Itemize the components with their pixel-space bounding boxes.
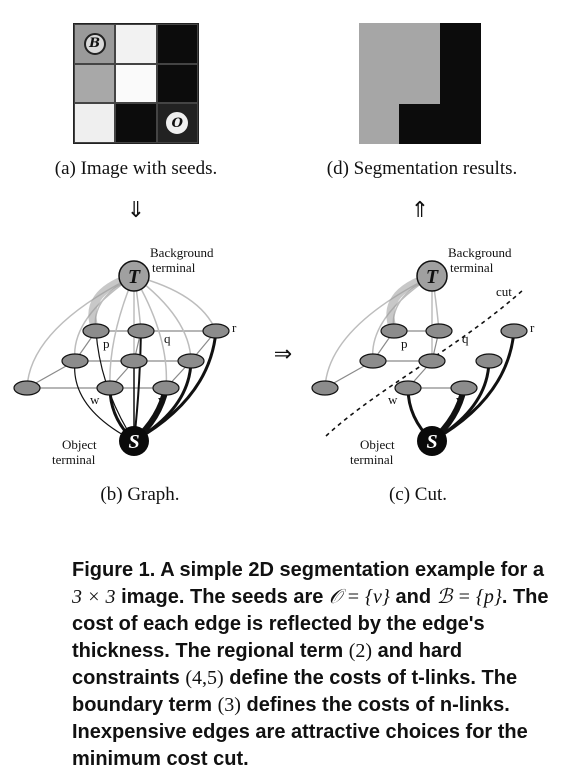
terminal-T-label: T	[128, 266, 141, 288]
equation-ref: (4,5)	[185, 667, 224, 689]
math-object-seeds: 𝒪 = {v}	[328, 586, 390, 608]
segmentation-black-corner	[399, 104, 481, 144]
down-arrow: ⇓	[126, 198, 146, 223]
terminal-S-label: S	[426, 431, 437, 453]
image-cell: O	[156, 103, 198, 143]
node-p-label: p	[103, 336, 110, 351]
image-cell	[74, 103, 116, 143]
background-terminal-label-2: terminal	[450, 260, 494, 275]
figure-caption: Figure 1. A simple 2D segmentation examp…	[72, 557, 552, 773]
background-seed-letter: B	[89, 36, 101, 52]
figure-caption-text: define the costs of t-links. The boundar…	[72, 667, 518, 716]
object-seed-letter: O	[171, 115, 183, 131]
figure-caption-label: Figure 1.	[72, 559, 156, 581]
pixel-nodes	[13, 323, 230, 396]
panel-d-caption: (d) Segmentation results.	[326, 158, 518, 179]
image-cell	[115, 24, 157, 64]
image-cell	[115, 63, 157, 104]
figure-caption-text: . The cost of each edge is reflected by …	[72, 586, 549, 662]
math-grid-size: 3 × 3	[72, 586, 116, 608]
image-cell	[156, 24, 198, 64]
image-cell	[156, 63, 198, 104]
right-arrow: ⇒	[273, 342, 293, 367]
panel-b-caption: (b) Graph.	[100, 484, 180, 505]
figure-caption-text: and hard constraints	[72, 640, 463, 689]
node-v-label: v	[158, 392, 165, 407]
image-cell: B	[74, 24, 116, 64]
background-seed-marker: B	[83, 32, 106, 55]
node-q-label: q	[462, 331, 469, 346]
min-cut-curve	[325, 289, 524, 437]
background-terminal-label: Background	[150, 245, 214, 260]
segmentation-result-image	[359, 23, 481, 144]
cut-diagram: T S Background terminal Object terminal …	[311, 245, 535, 467]
equation-ref: (3)	[217, 694, 241, 716]
terminal-T-label: T	[426, 266, 439, 288]
node-w-label: w	[90, 392, 100, 407]
t-links-to-sink	[74, 330, 218, 444]
equation-ref: (2)	[348, 640, 373, 662]
panel-a-caption: (a) Image with seeds.	[54, 158, 218, 179]
panel-c-caption: (c) Cut.	[388, 484, 448, 505]
object-terminal-label: Object	[360, 437, 395, 452]
figure-caption-text: A simple 2D segmentation example for a	[160, 559, 545, 581]
node-q-label: q	[164, 331, 171, 346]
cut-label: cut	[496, 284, 512, 299]
terminal-S-label: S	[128, 431, 139, 453]
background-terminal-label-2: terminal	[152, 260, 196, 275]
image-cell	[115, 103, 157, 143]
object-terminal-node	[417, 426, 447, 456]
figure-caption-text: and	[395, 586, 432, 608]
node-p-label: p	[401, 336, 408, 351]
pixel-nodes	[311, 323, 528, 396]
object-terminal-label-2: terminal	[350, 452, 394, 467]
node-r-label: r	[232, 320, 237, 335]
math-background-seeds: ℬ = {p}	[436, 586, 502, 608]
seed-image-grid: B O	[73, 23, 199, 144]
node-v-label: v	[456, 392, 463, 407]
node-r-label: r	[530, 320, 535, 335]
background-terminal-label: Background	[448, 245, 512, 260]
up-arrow: ⇑	[410, 198, 430, 223]
t-links-to-source	[26, 272, 217, 389]
image-cell	[74, 63, 116, 104]
background-terminal-node	[118, 260, 150, 292]
object-terminal-label: Object	[62, 437, 97, 452]
figure-caption-text: image. The seeds are	[121, 586, 324, 608]
object-terminal-node	[119, 426, 149, 456]
background-terminal-node	[416, 260, 448, 292]
graph-diagram: T S Background terminal Object terminal …	[13, 245, 237, 467]
node-w-label: w	[388, 392, 398, 407]
object-terminal-label-2: terminal	[52, 452, 96, 467]
object-seed-marker: O	[166, 112, 189, 135]
figure-caption-text: defines the costs of n-links. Inexpensiv…	[72, 694, 528, 770]
